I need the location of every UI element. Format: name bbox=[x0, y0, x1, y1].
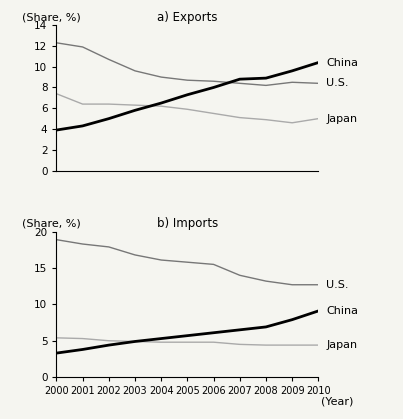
Text: China: China bbox=[326, 306, 358, 316]
Text: U.S.: U.S. bbox=[326, 78, 349, 88]
Text: (Share, %): (Share, %) bbox=[23, 12, 81, 22]
Text: Japan: Japan bbox=[326, 114, 357, 124]
Title: b) Imports: b) Imports bbox=[157, 217, 218, 230]
Text: (Year): (Year) bbox=[321, 396, 353, 406]
Text: (Share, %): (Share, %) bbox=[23, 219, 81, 229]
Text: Japan: Japan bbox=[326, 340, 357, 350]
Text: U.S.: U.S. bbox=[326, 280, 349, 290]
Title: a) Exports: a) Exports bbox=[157, 11, 218, 24]
Text: China: China bbox=[326, 57, 358, 67]
